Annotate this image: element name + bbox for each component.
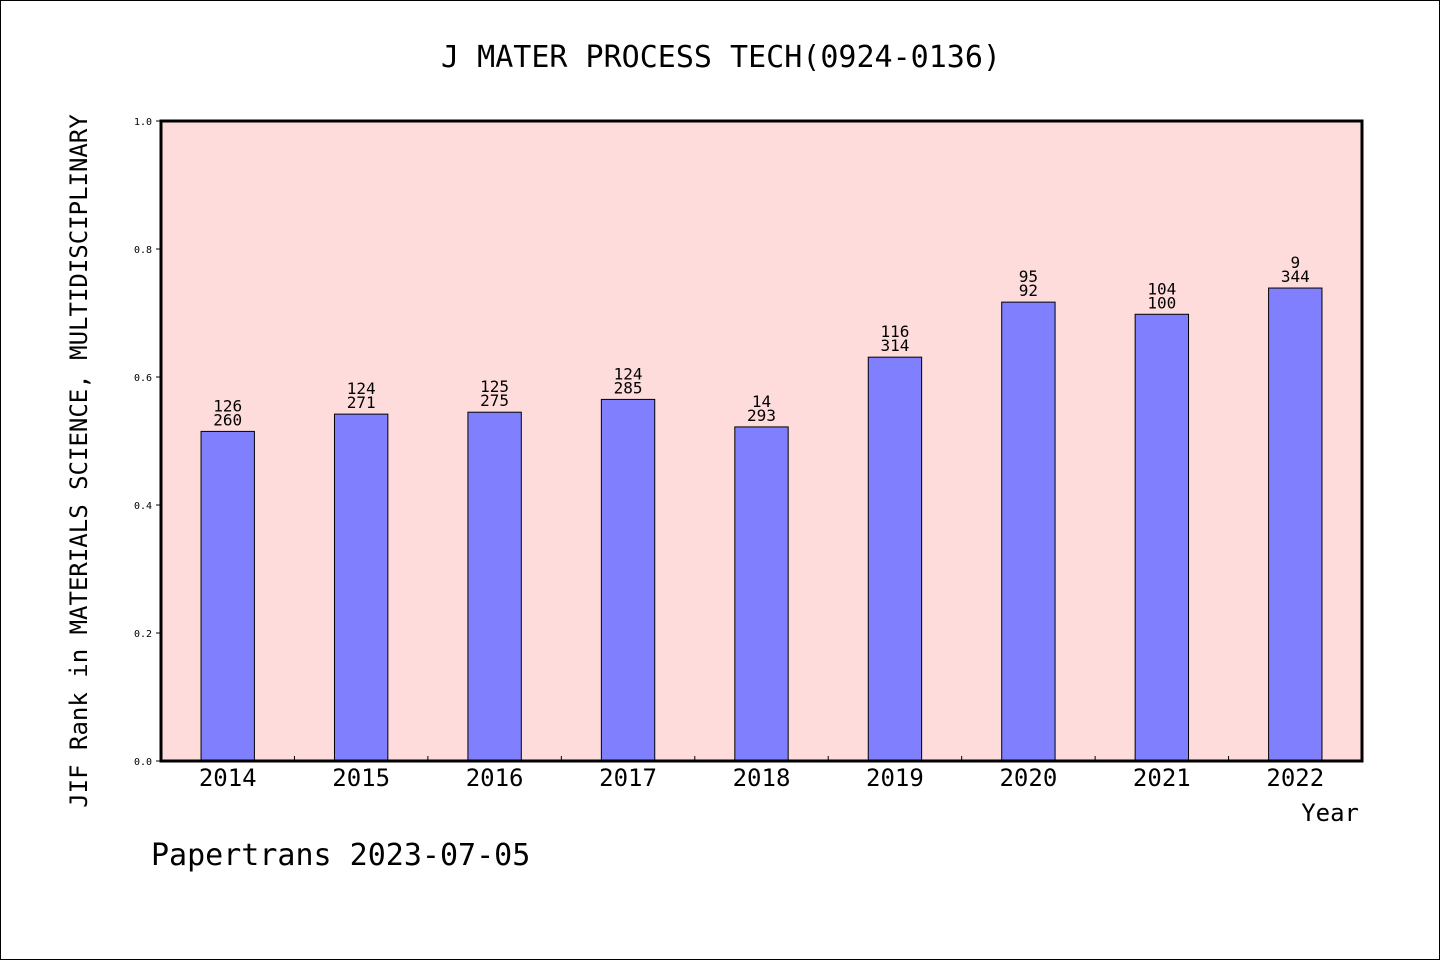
x-tick-label-2020: 2020 xyxy=(999,764,1057,792)
x-tick-label-2014: 2014 xyxy=(199,764,257,792)
data-label-top-2019: 116 xyxy=(880,322,909,341)
x-tick-label-2016: 2016 xyxy=(466,764,524,792)
bar-2014 xyxy=(200,430,255,762)
x-tick-label-2017: 2017 xyxy=(599,764,657,792)
x-tick-label-2018: 2018 xyxy=(733,764,791,792)
data-label-top-2021: 104 xyxy=(1147,279,1176,298)
data-label-top-2022: 9 xyxy=(1290,253,1300,272)
x-tick-label-2015: 2015 xyxy=(332,764,390,792)
data-label-top-2015: 124 xyxy=(347,379,376,398)
y-tick-label-5: 1.0 xyxy=(134,117,152,128)
bar-2018 xyxy=(734,426,789,762)
data-label-bottom-2014: 260 xyxy=(213,410,242,429)
y-tick-label-0: 0.0 xyxy=(134,757,152,768)
data-label-bottom-2017: 285 xyxy=(614,378,643,397)
y-axis-label: JIF Rank in MATERIALS SCIENCE, MULTIDISC… xyxy=(65,114,93,808)
bar-2015 xyxy=(333,413,389,762)
x-tick-label-2019: 2019 xyxy=(866,764,924,792)
y-tick-label-1: 0.2 xyxy=(134,629,152,640)
bar-2016 xyxy=(467,411,522,762)
y-tick-label-3: 0.6 xyxy=(134,373,152,384)
bar-2017 xyxy=(600,398,656,762)
data-label-top-2018: 14 xyxy=(752,392,771,411)
data-label-bottom-2019: 314 xyxy=(880,336,909,355)
footer-credit: Papertrans 2023-07-05 xyxy=(151,838,530,873)
bar-2022 xyxy=(1268,287,1323,762)
data-label-bottom-2015: 271 xyxy=(347,393,376,412)
data-label-bottom-2016: 275 xyxy=(480,391,509,410)
data-label-bottom-2018: 293 xyxy=(747,406,776,425)
y-tick-label-4: 0.8 xyxy=(134,245,152,256)
data-label-top-2020: 95 xyxy=(1019,267,1038,286)
bar-2020 xyxy=(1001,301,1056,762)
x-axis-label: Year xyxy=(1301,799,1359,827)
data-label-top-2014: 126 xyxy=(213,396,242,415)
data-label-bottom-2022: 344 xyxy=(1281,267,1310,286)
y-tick-label-2: 0.4 xyxy=(134,501,152,512)
data-label-top-2016: 125 xyxy=(480,377,509,396)
x-tick-label-2021: 2021 xyxy=(1133,764,1191,792)
bar-2019 xyxy=(867,356,923,762)
data-label-top-2017: 124 xyxy=(614,364,643,383)
plot-border xyxy=(159,119,1364,763)
data-label-bottom-2020: 92 xyxy=(1019,281,1038,300)
x-tick-label-2022: 2022 xyxy=(1266,764,1324,792)
data-label-bottom-2021: 100 xyxy=(1147,293,1176,312)
bar-2021 xyxy=(1134,313,1190,762)
chart-title: J MATER PROCESS TECH(0924-0136) xyxy=(441,40,1001,75)
